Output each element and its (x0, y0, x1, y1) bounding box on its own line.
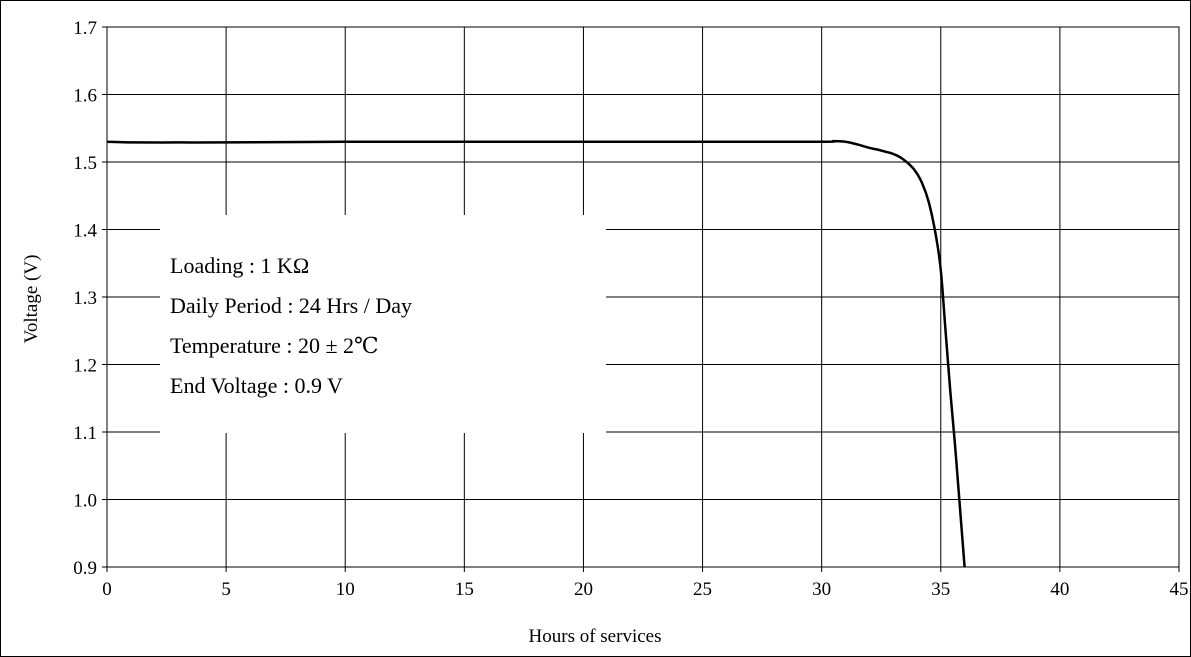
annotation-loading: Loading : 1 KΩ (170, 253, 309, 278)
annotation-daily-period: Daily Period : 24 Hrs / Day (170, 293, 412, 318)
annotation-temperature: Temperature : 20 ± 2℃ (170, 333, 379, 358)
x-axis-title: Hours of services (529, 626, 662, 647)
series-line-layer (106, 139, 966, 568)
y-axis-title: Voltage (V) (21, 255, 42, 344)
y-tick-label-1.6: 1.6 (73, 86, 97, 107)
plot-area-border (106, 26, 1180, 568)
x-tick-label-40: 40 (1050, 579, 1069, 600)
y-tick-label-1.7: 1.7 (73, 18, 97, 39)
x-tick-label-45: 45 (1170, 579, 1189, 600)
y-tick-label-1.0: 1.0 (73, 491, 97, 512)
x-tick-label-30: 30 (812, 579, 831, 600)
annotation-box: Loading : 1 KΩ Daily Period : 24 Hrs / D… (160, 215, 606, 433)
y-tick-label-1.5: 1.5 (73, 153, 97, 174)
y-tick-labels: 0.9 1.0 1.1 1.2 1.3 1.4 1.5 1.6 1.7 (73, 18, 97, 579)
series-line-0 (106, 139, 966, 568)
y-tick-label-1.4: 1.4 (73, 221, 97, 242)
x-tick-label-10: 10 (336, 579, 355, 600)
y-tick-label-1.1: 1.1 (73, 423, 97, 444)
x-tick-label-35: 35 (931, 579, 950, 600)
y-tick-label-1.3: 1.3 (73, 288, 97, 309)
x-tick-label-0: 0 (102, 579, 112, 600)
x-tick-label-5: 5 (221, 579, 231, 600)
x-tick-label-20: 20 (574, 579, 593, 600)
plot-frame (106, 26, 1180, 568)
y-tick-label-0.9: 0.9 (73, 558, 97, 579)
x-tick-labels: 0 5 10 15 20 25 30 35 40 45 (102, 579, 1188, 600)
annotation-background (160, 215, 606, 433)
x-tick-label-25: 25 (693, 579, 712, 600)
x-tick-label-15: 15 (455, 579, 474, 600)
annotation-end-voltage: End Voltage : 0.9 V (170, 373, 343, 398)
y-tick-label-1.2: 1.2 (73, 356, 97, 377)
